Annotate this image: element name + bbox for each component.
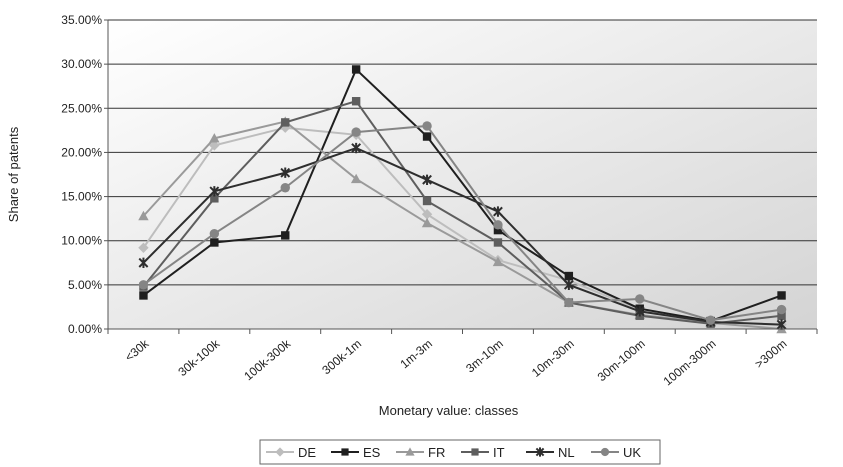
legend-label: ES <box>363 445 381 460</box>
data-point <box>492 256 504 267</box>
legend-marker <box>600 447 610 457</box>
y-tick-label: 30.00% <box>61 57 102 71</box>
data-point <box>351 127 361 137</box>
data-point <box>351 97 361 106</box>
data-point <box>776 304 787 315</box>
x-tick-label: 30m-100m <box>595 337 648 385</box>
data-point <box>209 133 220 143</box>
series-line <box>142 124 782 322</box>
legend-marker <box>341 448 349 456</box>
x-tick-label: 30k-100k <box>175 336 223 379</box>
data-point <box>705 315 716 325</box>
series-line <box>142 67 782 323</box>
series-line <box>142 146 782 326</box>
data-point <box>776 319 787 330</box>
y-tick-label: 15.00% <box>61 190 102 204</box>
data-point <box>777 291 786 300</box>
data-point <box>209 140 220 151</box>
data-point <box>139 291 148 300</box>
legend-item-fr: FR <box>396 445 445 460</box>
data-point <box>564 271 574 281</box>
legend-label: IT <box>493 445 505 460</box>
legend-label: NL <box>558 445 575 460</box>
y-tick-label: 20.00% <box>61 145 102 159</box>
y-axis-title: Share of patents <box>6 126 21 222</box>
data-point <box>210 194 219 203</box>
legend-marker <box>275 447 285 457</box>
series-lines <box>138 65 787 334</box>
data-point <box>421 209 433 220</box>
legend-item-de: DE <box>266 445 316 460</box>
data-point <box>280 122 291 133</box>
data-point <box>421 217 433 228</box>
legend-item-es: ES <box>331 445 381 460</box>
x-tick-label: 100m-300m <box>661 337 719 389</box>
data-point <box>210 238 219 247</box>
data-point <box>634 306 645 317</box>
y-tick-label: 25.00% <box>61 101 102 115</box>
data-point <box>138 280 149 290</box>
x-tick-label: 300k-1m <box>319 337 364 378</box>
y-tick-label: 0.00% <box>68 322 102 336</box>
data-point <box>493 238 503 247</box>
series-line <box>142 100 782 325</box>
legend-item-uk: UK <box>591 445 641 460</box>
data-point <box>280 167 291 178</box>
data-point <box>777 311 786 320</box>
data-point <box>422 132 432 141</box>
legend-marker <box>535 447 545 457</box>
data-point <box>422 174 432 185</box>
data-point <box>422 196 432 206</box>
data-point <box>280 183 290 193</box>
x-tick-label: 100k-300k <box>241 336 294 383</box>
legend-marker <box>471 448 479 456</box>
data-point <box>209 186 220 197</box>
data-point <box>281 231 290 240</box>
y-tick-label: 5.00% <box>68 278 102 292</box>
data-point <box>138 242 149 253</box>
data-point <box>281 118 290 127</box>
x-tick-label: 3m-10m <box>463 337 506 376</box>
legend-label: UK <box>623 445 641 460</box>
data-point <box>635 294 645 304</box>
x-tick-label: 10m-30m <box>529 337 577 380</box>
legend-item-nl: NL <box>526 445 575 460</box>
series-nl <box>138 142 787 330</box>
data-point <box>493 225 503 235</box>
y-axis-ticks: 0.00% 5.00% 10.00% 15.00% 20.00% 25.00% 30.00%… <box>61 13 108 336</box>
data-point <box>350 173 362 184</box>
x-tick-label: <30k <box>122 336 152 364</box>
y-tick-label: 10.00% <box>61 234 102 248</box>
data-point <box>563 279 574 291</box>
y-tick-label: 35.00% <box>61 13 102 27</box>
data-point <box>138 210 149 221</box>
legend-label: DE <box>298 445 316 460</box>
x-axis-ticks: <30k 30k-100k 100k-300k 300k-1m 1m-3m 3m-10m 1… <box>107 329 818 389</box>
x-tick-label: >300m <box>752 337 789 372</box>
data-point <box>351 142 362 154</box>
x-axis-title: Monetary value: classes <box>379 403 519 418</box>
data-point <box>138 257 149 268</box>
x-tick-label: 1m-3m <box>397 337 435 372</box>
series-uk <box>138 121 787 325</box>
data-point <box>351 65 361 74</box>
data-point <box>493 220 503 230</box>
legend-marker <box>405 447 415 456</box>
legend-item-it: IT <box>461 445 505 460</box>
data-point <box>209 228 220 239</box>
legend: DE ES FR IT NL UK <box>259 439 661 465</box>
data-point <box>564 297 574 308</box>
data-point <box>422 121 432 131</box>
data-point <box>493 206 503 217</box>
legend-label: FR <box>428 445 445 460</box>
